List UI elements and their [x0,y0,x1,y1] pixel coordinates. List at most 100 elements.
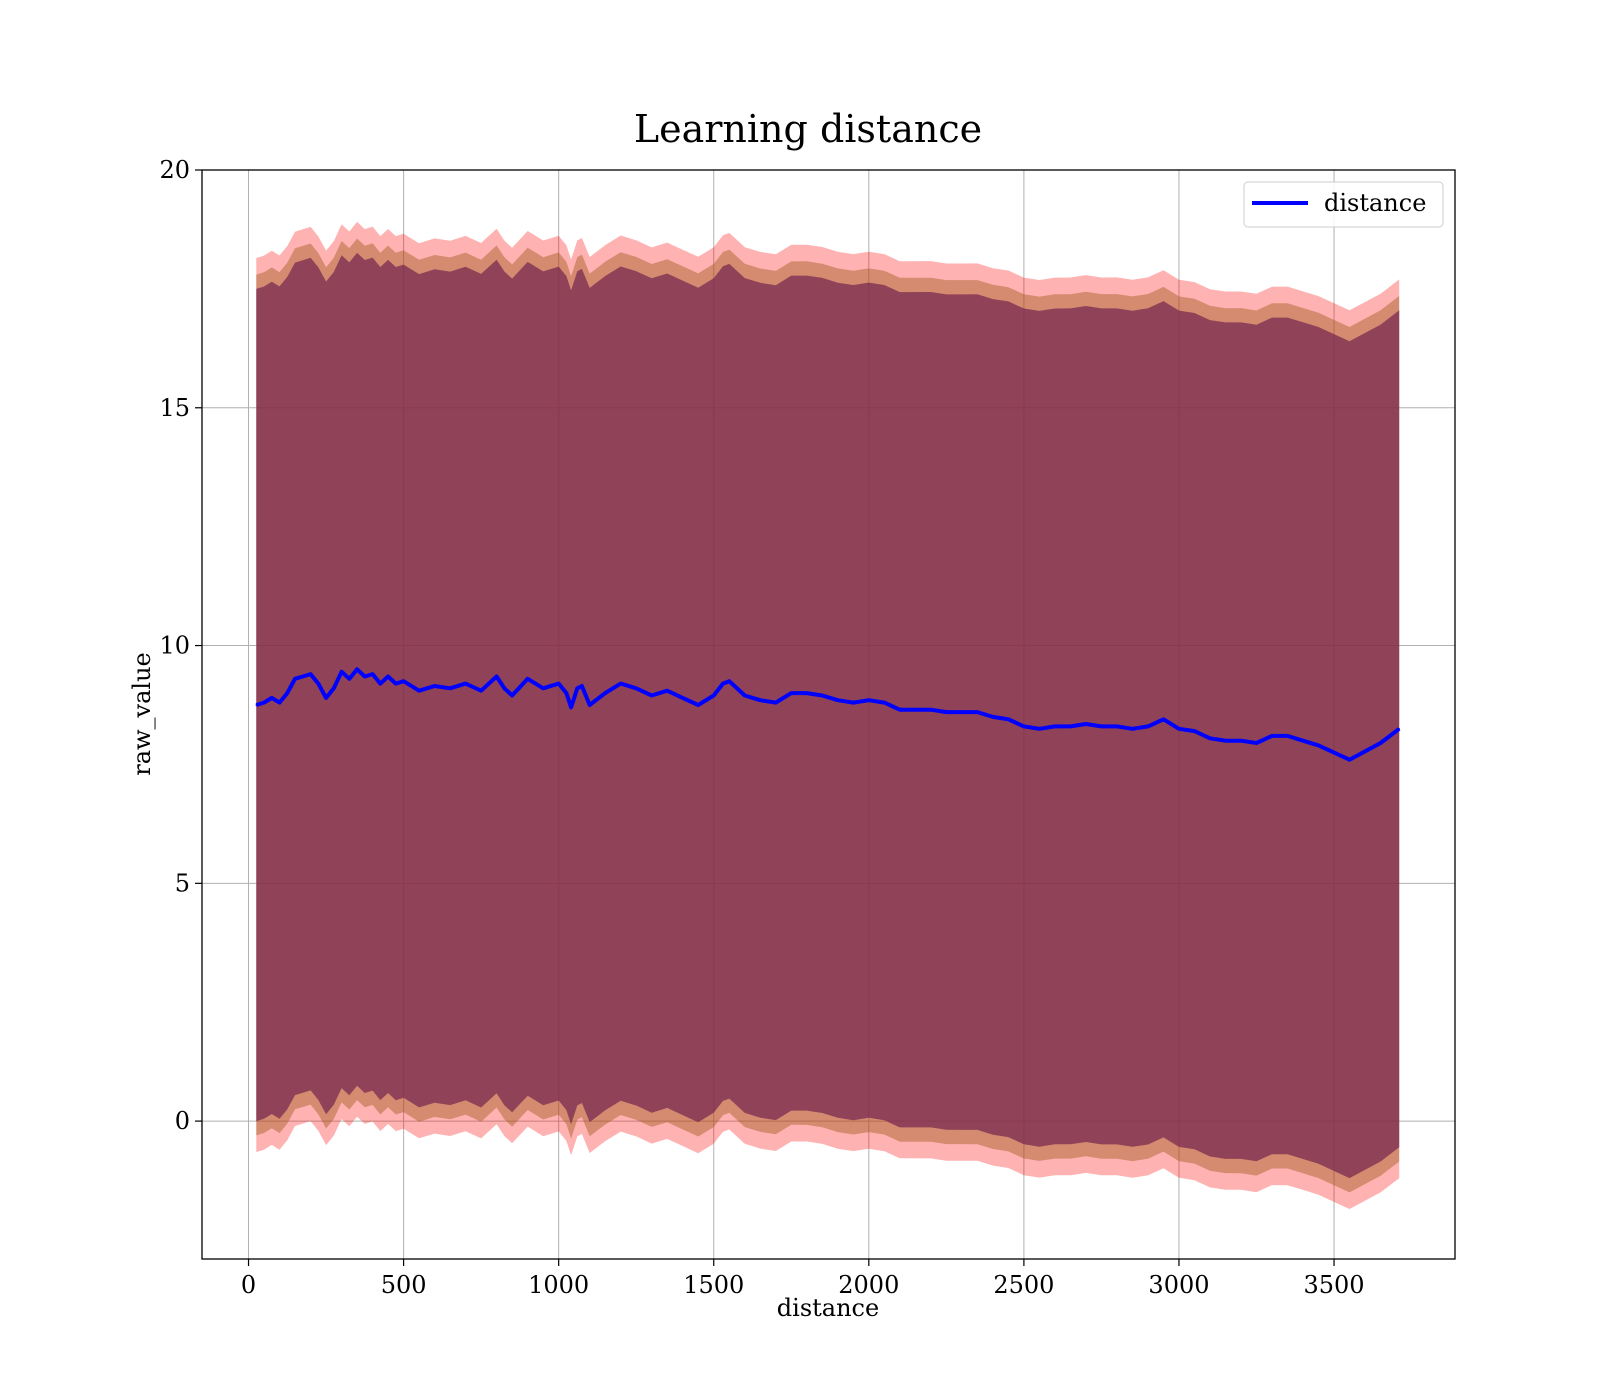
data-point [255,704,258,706]
band-2 [256,252,1400,1179]
data-point [1271,735,1273,737]
data-point [1224,739,1227,742]
data-point [464,682,467,685]
data-point [340,670,343,673]
data-point [576,687,579,690]
data-point [666,689,669,692]
data-point [449,687,451,690]
legend-label: distance [1324,189,1426,217]
data-point [1147,725,1149,728]
data-point [1379,742,1382,744]
data-point [1162,718,1165,721]
x-tick-label: 2000 [838,1271,899,1299]
data-point [480,689,482,692]
data-point [868,699,870,702]
data-point [263,701,265,704]
x-tick-label: 1500 [683,1271,744,1299]
data-point [570,706,572,709]
data-point [325,697,327,699]
data-point [270,697,273,699]
data-point [1054,725,1056,728]
data-point [899,708,901,711]
x-tick-label: 3500 [1304,1271,1365,1299]
data-point [348,678,351,680]
legend-box [1243,181,1444,228]
data-point [286,692,289,694]
data-point [588,704,591,706]
data-point [1302,739,1304,742]
x-tick-label: 3000 [1148,1271,1209,1299]
data-point [743,694,746,697]
x-tick-label: 1000 [528,1271,589,1299]
data-point [681,697,684,699]
data-point [1209,737,1211,740]
data-point [1178,727,1180,730]
data-point [333,687,335,690]
y-tick-label: 0 [175,1107,190,1135]
data-point [317,682,320,685]
data-point [1100,725,1103,728]
data-point [511,694,513,697]
data-point [294,678,296,680]
data-point [402,680,405,683]
data-point [1348,758,1351,761]
y-tick-label: 20 [159,156,190,184]
data-point [883,701,886,704]
data-point [1023,725,1025,728]
data-point [852,701,855,704]
data-point [371,673,374,675]
legend: distance [1243,181,1444,228]
data-point [1398,727,1400,730]
data-point [961,711,963,713]
plot-frame [201,169,1456,1260]
data-point [945,711,948,713]
data-point [992,716,994,718]
x-tick-label: 500 [381,1271,427,1299]
data-point [619,682,622,685]
data-point [581,685,583,687]
data-point [722,682,724,685]
data-point [1240,739,1242,742]
data-point [387,675,389,678]
y-axis-label: raw_value [128,652,156,776]
data-point [301,675,304,678]
data-point [604,692,606,694]
data-point [650,694,653,697]
data-point [433,685,436,687]
chart-title: Learning distance [634,107,982,151]
data-point [1085,723,1087,725]
series-lines [255,667,1401,762]
data-point [309,673,312,675]
y-tick-label: 5 [175,869,190,897]
data-point [774,701,777,704]
data-point [821,694,824,697]
y-axis-ticks: 0 5 10 15 20 [159,156,202,1135]
data-point [1131,727,1134,730]
data-point [930,708,932,711]
data-point [790,692,793,694]
data-point [1116,725,1118,728]
x-tick-label: 2500 [993,1271,1054,1299]
x-axis-ticks: 0 500 1000 1500 2000 2500 3000 3500 [241,1259,1365,1299]
data-point [565,692,568,694]
data-point [1286,735,1289,737]
data-point [1255,742,1258,744]
series-line-distance [255,667,1401,762]
data-point [278,701,281,704]
data-point [379,682,382,685]
data-point [805,692,808,694]
data-point [759,699,762,702]
data-point [495,675,498,678]
x-tick-label: 0 [241,1271,256,1299]
data-point [1317,744,1320,747]
data-point [356,668,358,671]
data-point [418,689,420,692]
data-point [1007,718,1010,721]
data-point [503,687,506,690]
y-tick-label: 15 [159,394,190,422]
data-point [712,694,715,697]
data-point [1069,725,1072,728]
data-point [1038,727,1041,730]
confidence-bands [256,221,1400,1209]
